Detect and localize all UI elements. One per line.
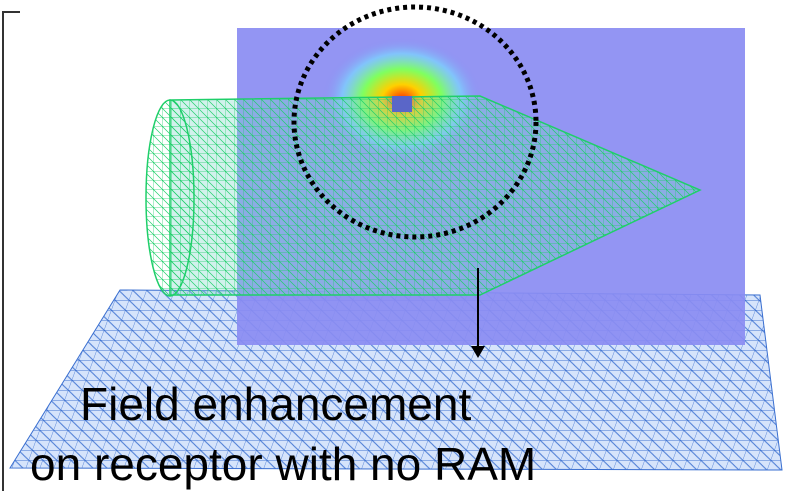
missile-end [145,99,195,297]
sensor-block [392,96,412,112]
caption-line: Field enhancement [80,378,471,430]
arrow-head [471,346,485,358]
highlight-circle [291,4,539,240]
frame [2,11,20,491]
caption-line: on receptor with no RAM [30,438,536,490]
